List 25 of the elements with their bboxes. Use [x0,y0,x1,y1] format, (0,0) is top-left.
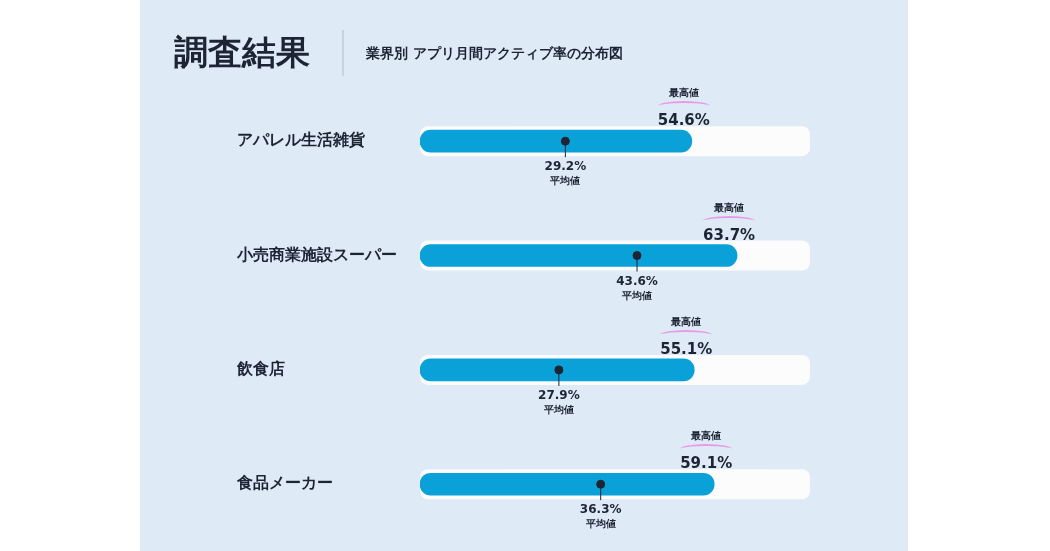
text: 最高値 [690,430,722,442]
data-label: 29.2% [544,159,587,174]
y-tick-label: 小売商業施設スーパー [236,244,397,264]
y-tick-label: 飲食店 [236,359,285,379]
text: 平均値 [550,175,581,187]
data-label: 59.1% [680,454,733,473]
y-tick-label: 食品メーカー [236,473,333,493]
data-label: 36.3% [579,502,622,517]
text: 平均値 [543,403,574,415]
chart-title: 調査結果 [174,31,310,74]
data-label: 54.6% [657,111,710,130]
point [560,136,570,146]
text: 平均値 [585,518,616,530]
chart-subtitle: 業界別 アプリ月間アクティブ率の分布図 [366,45,623,63]
text: 平均値 [621,289,653,301]
data-label: 55.1% [660,339,713,358]
data-label: 63.7% [703,225,756,244]
data-label: 27.9% [538,387,580,402]
text: 最高値 [668,87,699,99]
text: 最高値 [714,201,745,213]
y-tick-label: アパレル生活雑貨 [237,130,365,150]
point [596,479,606,489]
text: 最高値 [671,315,702,327]
point [554,365,564,375]
data-label: 43.6% [616,273,658,288]
